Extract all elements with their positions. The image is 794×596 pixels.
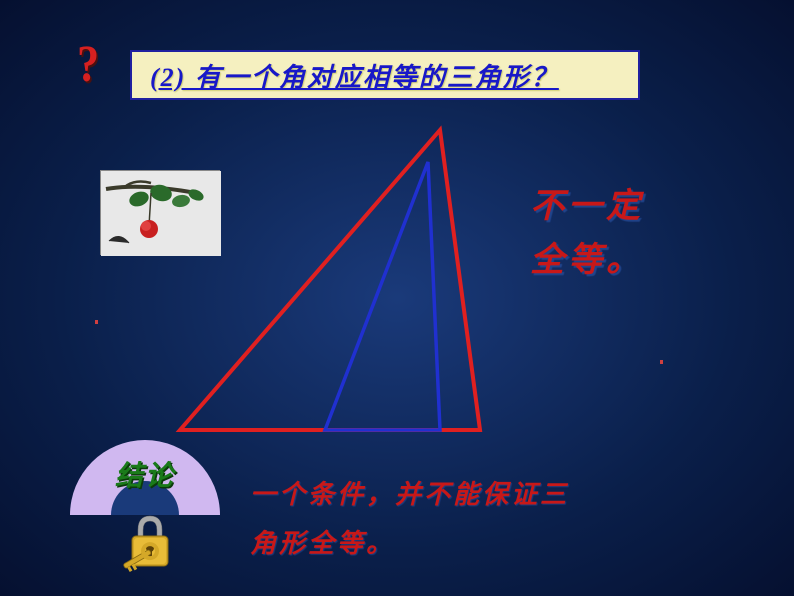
decorative-dot (95, 320, 98, 324)
lock-icon (120, 510, 180, 585)
answer-line-2: 全等。 (530, 234, 644, 288)
blue-triangle (325, 162, 440, 430)
arch-label: 结论 (70, 454, 220, 494)
title-box: (2) 有一个角对应相等的三角形？ (130, 50, 640, 100)
triangle-diagram (160, 120, 520, 450)
conclusion-arch: 结论 (70, 440, 220, 515)
answer-line-1: 不一定 (530, 180, 644, 234)
decorative-dot (660, 360, 663, 364)
question-mark-icon: ? (77, 35, 99, 94)
answer-text: 不一定 全等。 (530, 180, 644, 289)
conclusion-text: 一个条件，并不能保证三 角形全等。 (250, 470, 569, 569)
conclusion-line-2: 角形全等。 (250, 519, 569, 568)
conclusion-line-1: 一个条件，并不能保证三 (250, 470, 569, 519)
title-text: (2) 有一个角对应相等的三角形？ (150, 57, 559, 94)
